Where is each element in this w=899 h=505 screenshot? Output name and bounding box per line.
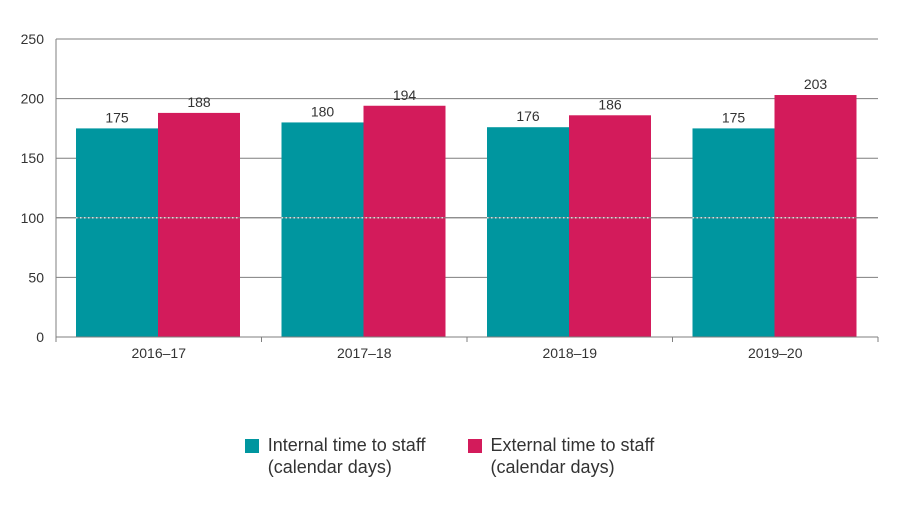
bar-internal: [692, 128, 775, 337]
legend-swatch-internal: [244, 439, 259, 453]
data-label: 176: [516, 108, 540, 124]
legend-label-internal: Internal time to staff (calendar days): [267, 435, 426, 477]
bar-external: [569, 115, 651, 338]
bar-internal: [76, 128, 158, 337]
data-label: 180: [311, 103, 335, 119]
y-tick-label: 150: [21, 150, 45, 166]
x-tick-label: 2018–19: [542, 345, 597, 361]
data-label: 188: [187, 94, 211, 110]
bar-internal: [281, 122, 364, 337]
legend-swatch-external: [467, 439, 482, 453]
data-label: 175: [105, 109, 129, 125]
bar-internal: [487, 127, 569, 337]
bars: [76, 95, 857, 338]
y-tick-label: 100: [21, 210, 45, 226]
y-tick-label: 200: [21, 91, 45, 107]
legend: Internal time to staff (calendar days) E…: [0, 434, 899, 478]
x-axis-ticks: 2016–17 2017–18 2018–19 2019–20: [131, 345, 802, 361]
legend-item-internal: Internal time to staff (calendar days): [244, 434, 426, 478]
data-label: 186: [598, 96, 622, 112]
x-tick-label: 2017–18: [337, 345, 392, 361]
data-label: 175: [722, 109, 746, 125]
data-label: 194: [393, 87, 417, 103]
data-label: 203: [804, 76, 828, 92]
x-tick-label: 2016–17: [131, 345, 186, 361]
y-tick-label: 0: [36, 329, 44, 345]
axes: [55, 39, 879, 342]
y-tick-label: 250: [21, 31, 45, 47]
y-tick-label: 50: [28, 269, 44, 285]
bar-external: [774, 95, 857, 337]
y-axis-ticks: 0 50 100 150 200 250: [21, 31, 45, 345]
bar-external: [363, 105, 446, 337]
data-labels: 175 188 180 194 176 186 175 203: [105, 76, 827, 125]
x-tick-label: 2019–20: [748, 345, 803, 361]
legend-label-external: External time to staff (calendar days): [490, 435, 655, 477]
bar-external: [158, 112, 240, 338]
legend-item-external: External time to staff (calendar days): [467, 434, 655, 478]
